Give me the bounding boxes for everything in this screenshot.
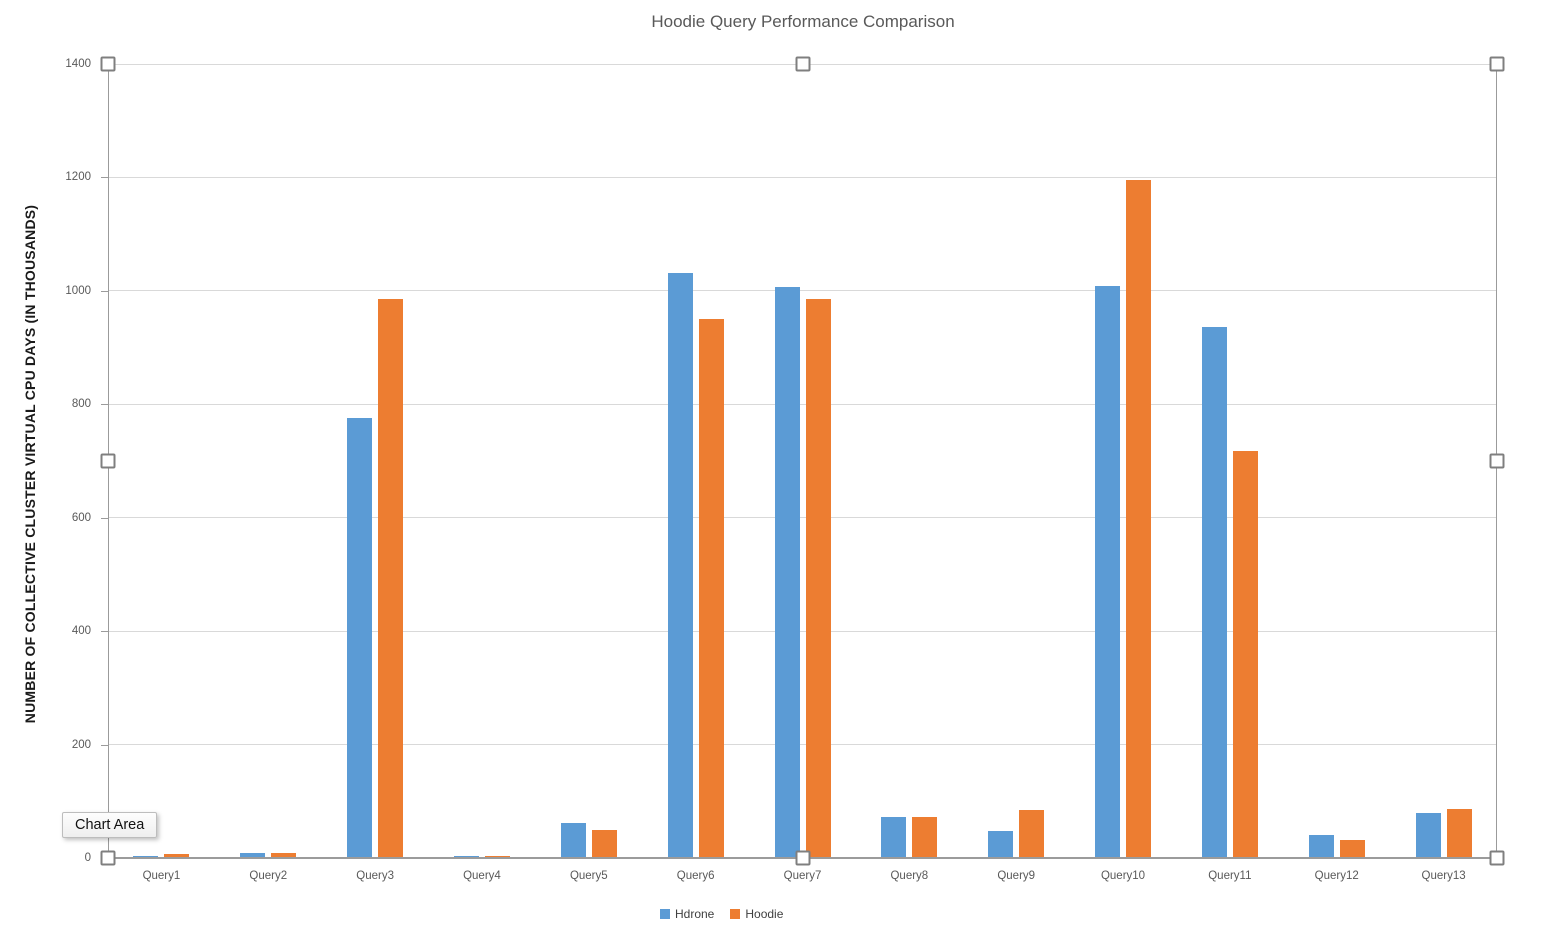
bar-hdrone-query7[interactable]: [774, 286, 800, 858]
bar-hdrone-query3[interactable]: [347, 417, 373, 858]
gridline-400: [108, 630, 1497, 632]
bar-hoodie-query5[interactable]: [591, 830, 617, 858]
bar-hdrone-query4[interactable]: [453, 855, 479, 858]
bar-hdrone-query2[interactable]: [240, 852, 266, 858]
bar-hoodie-query13[interactable]: [1446, 809, 1472, 858]
gridline-800: [108, 403, 1497, 405]
handle-bottom-center[interactable]: [795, 850, 810, 866]
x-tick-label-query12: Query12: [1314, 870, 1359, 882]
bar-hoodie-query8[interactable]: [912, 817, 938, 858]
x-tick-label-query9: Query9: [997, 870, 1036, 882]
handle-top-left[interactable]: [100, 56, 116, 72]
x-tick-label-query11: Query11: [1208, 870, 1252, 882]
bar-hdrone-query8[interactable]: [881, 817, 907, 858]
x-tick-label-query4: Query4: [463, 870, 501, 882]
x-tick-label-query1: Query1: [142, 870, 181, 882]
y-tick-label-1400: 1400: [65, 58, 91, 70]
y-tick-label-1000: 1000: [65, 284, 91, 297]
x-tick-label-query7: Query7: [783, 870, 822, 882]
bar-hoodie-query1[interactable]: [164, 854, 190, 858]
x-tick-label-query3: Query3: [356, 870, 394, 882]
legend-swatch-hdrone: [660, 909, 670, 919]
handle-bottom-right[interactable]: [1489, 850, 1505, 866]
legend-item-hdrone[interactable]: Hdrone: [660, 907, 714, 921]
legend-swatch-hoodie: [730, 909, 741, 919]
y-tick-mark-600: [101, 517, 108, 519]
gridline-600: [108, 517, 1497, 519]
bar-hoodie-query7[interactable]: [805, 298, 831, 858]
bar-hdrone-query12[interactable]: [1308, 834, 1334, 858]
x-tick-label-query5: Query5: [569, 870, 608, 882]
y-tick-label-200: 200: [71, 738, 91, 751]
bar-hdrone-query10[interactable]: [1095, 286, 1121, 858]
bar-hoodie-query11[interactable]: [1232, 450, 1258, 858]
bar-hdrone-query11[interactable]: [1201, 327, 1227, 858]
handle-mid-right[interactable]: [1489, 453, 1505, 469]
legend-label-hoodie: Hoodie: [745, 907, 784, 921]
x-tick-label-query10: Query10: [1100, 870, 1146, 882]
y-tick-mark-200: [101, 744, 108, 746]
chart-area-tooltip: Chart Area: [62, 812, 158, 838]
bar-hdrone-query6[interactable]: [667, 272, 693, 858]
bar-hoodie-query12[interactable]: [1339, 839, 1365, 858]
y-tick-mark-1000: [101, 290, 108, 292]
bar-hdrone-query13[interactable]: [1415, 813, 1441, 858]
legend-item-hoodie[interactable]: Hoodie: [730, 907, 783, 921]
x-tick-label-query2: Query2: [249, 870, 288, 882]
y-axis-title[interactable]: NUMBER OF COLLECTIVE CLUSTER VIRTUAL CPU…: [22, 204, 38, 724]
bar-hoodie-query3[interactable]: [378, 298, 404, 858]
y-tick-label-400: 400: [71, 625, 91, 638]
y-tick-label-0: 0: [84, 852, 91, 864]
plot-area[interactable]: [108, 63, 1497, 859]
bar-hdrone-query1[interactable]: [133, 855, 159, 858]
y-tick-label-600: 600: [71, 511, 91, 524]
handle-bottom-left[interactable]: [100, 850, 116, 866]
y-tick-label-1200: 1200: [65, 171, 91, 184]
legend[interactable]: Hdrone Hoodie: [660, 907, 783, 921]
bar-hdrone-query5[interactable]: [560, 822, 586, 858]
x-tick-label-query6: Query6: [676, 870, 715, 882]
handle-top-center[interactable]: [795, 56, 810, 72]
bar-hoodie-query4[interactable]: [484, 855, 510, 858]
y-tick-mark-400: [101, 631, 108, 633]
y-tick-mark-1200: [101, 177, 108, 179]
bar-hoodie-query9[interactable]: [1019, 809, 1045, 858]
x-tick-label-query8: Query8: [890, 870, 929, 882]
bar-hoodie-query10[interactable]: [1126, 180, 1152, 858]
gridline-200: [108, 744, 1497, 746]
bar-hdrone-query9[interactable]: [988, 830, 1014, 858]
y-tick-label-800: 800: [71, 398, 91, 411]
gridline-1000: [108, 290, 1497, 292]
legend-label-hdrone: Hdrone: [675, 907, 715, 921]
chart-title[interactable]: Hoodie Query Performance Comparison: [651, 12, 955, 31]
handle-mid-left[interactable]: [100, 453, 116, 469]
x-tick-label-query13: Query13: [1421, 870, 1466, 882]
gridline-1200: [108, 176, 1497, 178]
bar-hoodie-query2[interactable]: [271, 853, 297, 858]
bar-hoodie-query6[interactable]: [698, 318, 724, 858]
y-tick-mark-800: [101, 404, 108, 406]
handle-top-right[interactable]: [1489, 56, 1505, 72]
